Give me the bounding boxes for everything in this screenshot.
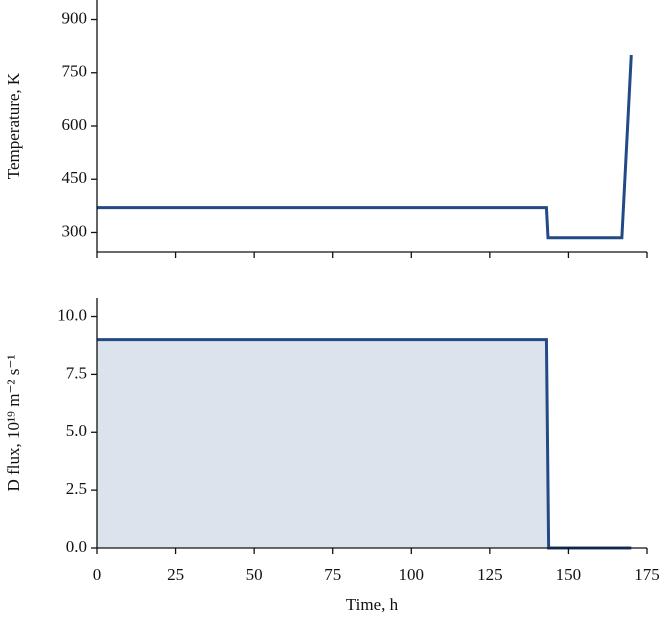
- area: [97, 339, 632, 548]
- y-tick-label: 5.0: [66, 421, 87, 440]
- x-tick-label: 0: [93, 565, 102, 584]
- x-tick-label: 175: [634, 565, 660, 584]
- y-tick-label: 300: [62, 221, 88, 240]
- x-tick-label: 150: [556, 565, 582, 584]
- x-tick-label: 50: [246, 565, 263, 584]
- x-tick-label: 125: [477, 565, 503, 584]
- y-tick-label: 10.0: [57, 305, 87, 324]
- y-tick-label: 900: [62, 8, 88, 27]
- y-tick-label: 750: [62, 62, 88, 81]
- y-tick-label: 600: [62, 115, 88, 134]
- x-axis-label: Time, h: [346, 595, 399, 614]
- y-tick-label: 450: [62, 168, 88, 187]
- y-tick-label: 0.0: [66, 537, 87, 556]
- y-tick-label: 2.5: [66, 479, 87, 498]
- y-axis-label: Temperature, K: [4, 72, 23, 179]
- y-tick-label: 7.5: [66, 363, 87, 382]
- x-tick-label: 25: [167, 565, 184, 584]
- x-tick-label: 100: [399, 565, 425, 584]
- y-axis-label: D flux, 10¹⁹ m⁻² s⁻¹: [4, 355, 23, 492]
- x-tick-label: 75: [324, 565, 341, 584]
- line: [97, 54, 633, 240]
